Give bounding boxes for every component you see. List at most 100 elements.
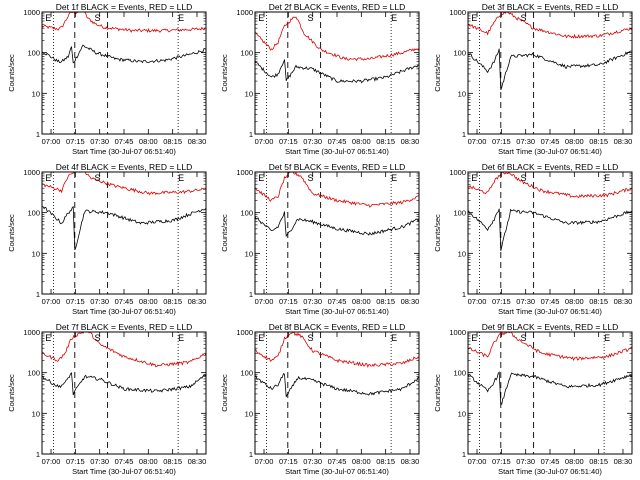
y-tick-label: 10 — [458, 409, 466, 418]
marker-label-e: E — [604, 13, 610, 23]
y-axis-label: Counts/sec — [7, 54, 16, 92]
x-tick-label: 08:30 — [188, 297, 207, 306]
plot-frame — [41, 171, 207, 295]
x-tick-label: 07:15 — [492, 137, 511, 146]
x-tick-label: 08:30 — [614, 137, 633, 146]
x-tick-label: 07:00 — [42, 457, 61, 466]
marker-label-e: E — [178, 13, 184, 23]
lld-series-line — [468, 12, 632, 39]
x-tick-label: 07:00 — [42, 137, 61, 146]
y-tick-label: 100 — [27, 209, 40, 218]
series-group — [468, 12, 632, 90]
x-tick-label: 07:15 — [66, 297, 85, 306]
marker-label-e: E — [258, 333, 264, 343]
x-tick-label: 07:00 — [255, 297, 274, 306]
x-tick-label: 07:45 — [328, 137, 347, 146]
marker-label-s: S — [520, 13, 526, 23]
x-tick-label: 07:30 — [516, 137, 535, 146]
x-axis-label: Start Time (30-Jul-07 06:51:40) — [498, 467, 602, 476]
y-tick-label: 1000 — [236, 168, 253, 177]
marker-label-s: S — [94, 333, 100, 343]
lld-series-line — [255, 172, 419, 208]
x-tick-label: 07:15 — [279, 297, 298, 306]
x-tick-label: 08:30 — [401, 457, 420, 466]
x-tick-label: 07:30 — [303, 297, 322, 306]
panel-title: Det 1f BLACK = Events, RED = LLD — [56, 2, 193, 12]
x-tick-label: 08:00 — [565, 457, 584, 466]
x-tick-label: 07:15 — [279, 457, 298, 466]
x-tick-label: 08:30 — [188, 457, 207, 466]
plot-frame — [467, 171, 633, 295]
x-axis-label: Start Time (30-Jul-07 06:51:40) — [285, 467, 389, 476]
events-series-line — [255, 373, 419, 398]
y-tick-label: 10 — [32, 409, 40, 418]
x-tick-label: 07:30 — [90, 297, 109, 306]
marker-label-e: E — [471, 173, 477, 183]
y-tick-label: 100 — [240, 49, 253, 58]
series-group — [468, 332, 632, 406]
x-tick-label: 07:30 — [303, 137, 322, 146]
y-tick-label: 1 — [462, 450, 466, 459]
marker-label-s: S — [94, 13, 100, 23]
events-series-line — [255, 59, 419, 84]
marker-label-e: E — [178, 173, 184, 183]
series-group — [42, 172, 206, 251]
y-tick-label: 1 — [36, 130, 40, 139]
y-tick-label: 100 — [240, 369, 253, 378]
x-tick-label: 08:30 — [614, 457, 633, 466]
y-tick-label: 1000 — [23, 8, 40, 17]
y-tick-label: 100 — [240, 209, 253, 218]
x-tick-label: 07:45 — [541, 137, 560, 146]
y-tick-label: 100 — [27, 369, 40, 378]
events-series-line — [468, 371, 632, 406]
x-tick-label: 07:15 — [66, 457, 85, 466]
x-tick-label: 08:15 — [376, 297, 395, 306]
x-axis-label: Start Time (30-Jul-07 06:51:40) — [285, 307, 389, 316]
x-tick-label: 07:30 — [516, 457, 535, 466]
x-tick-label: 07:30 — [303, 457, 322, 466]
lld-series-line — [42, 332, 206, 368]
x-tick-label: 08:00 — [565, 297, 584, 306]
x-tick-label: 07:00 — [468, 297, 487, 306]
marker-label-e: E — [471, 13, 477, 23]
marker-label-e: E — [391, 13, 397, 23]
x-tick-label: 08:30 — [614, 297, 633, 306]
x-axis-label: Start Time (30-Jul-07 06:51:40) — [72, 147, 176, 156]
x-tick-label: 07:15 — [279, 137, 298, 146]
x-tick-label: 08:30 — [401, 137, 420, 146]
y-tick-label: 1000 — [23, 168, 40, 177]
marker-label-e: E — [604, 173, 610, 183]
marker-label-e: E — [391, 173, 397, 183]
marker-label-s: S — [307, 333, 313, 343]
series-group — [468, 172, 632, 251]
marker-label-e: E — [45, 13, 51, 23]
x-axis-label: Start Time (30-Jul-07 06:51:40) — [498, 307, 602, 316]
marker-label-s: S — [307, 13, 313, 23]
y-tick-label: 10 — [245, 89, 253, 98]
x-tick-label: 08:00 — [352, 137, 371, 146]
panel-title: Det 7f BLACK = Events, RED = LLD — [56, 322, 193, 332]
x-tick-label: 08:15 — [589, 297, 608, 306]
y-axis-label: Counts/sec — [433, 54, 442, 92]
marker-label-e: E — [391, 333, 397, 343]
x-tick-label: 08:00 — [352, 297, 371, 306]
y-tick-label: 1 — [249, 130, 253, 139]
y-tick-label: 1000 — [23, 328, 40, 337]
marker-label-e: E — [45, 333, 51, 343]
marker-label-e: E — [178, 333, 184, 343]
x-tick-label: 07:15 — [492, 297, 511, 306]
plot-frame — [254, 11, 420, 135]
marker-label-s: S — [520, 333, 526, 343]
y-axis-label: Counts/sec — [7, 214, 16, 252]
y-tick-label: 10 — [32, 89, 40, 98]
x-tick-label: 07:45 — [328, 297, 347, 306]
y-tick-label: 100 — [453, 369, 466, 378]
y-tick-label: 10 — [245, 249, 253, 258]
x-tick-label: 07:00 — [255, 137, 274, 146]
x-tick-label: 07:45 — [115, 137, 134, 146]
x-axis-label: Start Time (30-Jul-07 06:51:40) — [72, 467, 176, 476]
y-tick-label: 1 — [249, 450, 253, 459]
